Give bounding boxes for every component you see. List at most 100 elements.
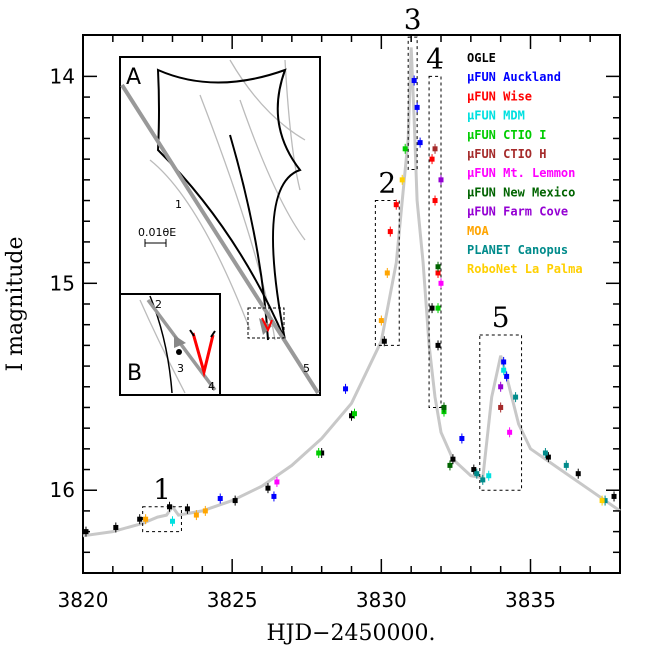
zoom-box-2 bbox=[374, 200, 400, 346]
x-tick-label-3835: 3835 bbox=[505, 588, 556, 612]
data-point-s1-6 bbox=[459, 436, 465, 441]
zoom-box-5 bbox=[479, 334, 523, 491]
inset-b-cusp-left bbox=[189, 329, 195, 337]
data-point-s0-4 bbox=[184, 506, 190, 512]
zoom-box-3 bbox=[407, 36, 418, 170]
source-track bbox=[120, 83, 320, 395]
zoom-box-label-5: 5 bbox=[492, 301, 510, 334]
inset-b-label: B bbox=[127, 361, 142, 386]
y-axis-label: I magnitude bbox=[3, 236, 28, 371]
data-point-s1-7 bbox=[501, 359, 507, 365]
legend-entry-3: μFUN Wise bbox=[467, 89, 532, 103]
data-point-s7-0 bbox=[435, 264, 441, 270]
data-point-s4-2 bbox=[402, 146, 408, 152]
data-point-s0-2 bbox=[137, 516, 143, 522]
inset-b-source-dot bbox=[176, 349, 182, 355]
data-point-s2-3 bbox=[432, 198, 438, 204]
zoom-box-label-2: 2 bbox=[378, 167, 396, 200]
y-tick-label-16: 16 bbox=[50, 478, 75, 502]
legend-entry-12: RoboNet La Palma bbox=[467, 262, 583, 276]
data-point-s0-13 bbox=[450, 456, 456, 462]
zoom-box-1 bbox=[142, 506, 182, 533]
x-axis-label: HJD−2450000. bbox=[266, 621, 435, 646]
data-point-s2-4 bbox=[435, 270, 441, 276]
data-point-s1-2 bbox=[343, 386, 349, 392]
data-point-s1-4 bbox=[414, 104, 420, 110]
data-point-s7-2 bbox=[447, 462, 453, 468]
legend-entry-7: μFUN Mt. Lemmon bbox=[467, 166, 575, 180]
data-point-s1-3 bbox=[411, 78, 417, 84]
inset-b-arrow-head bbox=[174, 335, 186, 348]
data-point-s9-3 bbox=[378, 318, 384, 324]
data-point-s0-5 bbox=[232, 498, 238, 504]
x-tick-label-3820: 3820 bbox=[58, 588, 109, 612]
inset-b: B 2 3 4 bbox=[119, 293, 221, 396]
inset-a-track-5: 5 bbox=[303, 362, 310, 375]
data-point-s10-2 bbox=[513, 394, 519, 400]
caustic-faint-5 bbox=[239, 99, 306, 241]
data-point-s2-0 bbox=[387, 229, 393, 235]
zoom-box-label-1: 1 bbox=[153, 473, 171, 506]
data-point-s5-1 bbox=[498, 404, 504, 410]
legend: OGLE μFUN Auckland μFUN Wise μFUN MDM μFUN C… bbox=[467, 51, 583, 276]
caustic-faint-1 bbox=[229, 59, 306, 141]
data-point-s0-17 bbox=[611, 493, 617, 499]
data-point-s5-0 bbox=[432, 146, 438, 152]
caustic-faint-2 bbox=[284, 59, 301, 191]
data-point-s10-1 bbox=[480, 477, 486, 483]
inset-a-red-caustic bbox=[261, 317, 273, 333]
data-point-s9-2 bbox=[202, 508, 208, 514]
data-point-s3-1 bbox=[486, 473, 492, 479]
data-point-s4-0 bbox=[316, 450, 322, 456]
legend-entry-9: μFUN Farm Cove bbox=[467, 205, 568, 219]
scale-bar-label: 0.01θE bbox=[138, 226, 176, 239]
data-point-s10-5 bbox=[602, 498, 608, 504]
data-point-s10-0 bbox=[474, 471, 480, 477]
data-point-s0-8 bbox=[349, 413, 354, 419]
data-point-s1-1 bbox=[271, 493, 277, 499]
y-tick-label-15: 15 bbox=[50, 271, 75, 295]
caustic-faint-3 bbox=[149, 159, 251, 331]
inset-b-cusp-right bbox=[210, 330, 216, 338]
x-tick-label-3825: 3825 bbox=[207, 588, 258, 612]
data-point-s0-7 bbox=[319, 450, 325, 456]
y-tick-label-14: 14 bbox=[50, 64, 75, 88]
x-tick-label-3830: 3830 bbox=[356, 588, 407, 612]
data-point-s0-15 bbox=[545, 454, 551, 460]
inset-b-caustic-gray bbox=[139, 299, 186, 394]
data-point-s0-6 bbox=[265, 485, 271, 491]
data-point-s0-9 bbox=[381, 338, 387, 344]
data-point-s2-1 bbox=[393, 202, 399, 208]
data-point-s2-2 bbox=[429, 156, 435, 162]
data-point-s11-0 bbox=[399, 177, 405, 183]
zoom-box-4 bbox=[428, 75, 442, 408]
data-point-s0-1 bbox=[113, 524, 119, 530]
legend-entry-1: OGLE bbox=[467, 51, 496, 65]
data-point-s0-3 bbox=[167, 504, 173, 510]
inset-a-zoom-box bbox=[247, 307, 285, 339]
caustic-black-outer bbox=[156, 68, 302, 341]
data-point-s6-0 bbox=[274, 479, 280, 485]
legend-entry-5: μFUN CTIO I bbox=[467, 128, 546, 142]
legend-entry-6: μFUN CTIO H bbox=[467, 147, 546, 161]
data-point-s10-3 bbox=[542, 450, 548, 456]
zoom-box-label-3: 3 bbox=[404, 3, 422, 36]
data-point-s11-1 bbox=[599, 498, 605, 504]
inset-a-track-1: 1 bbox=[175, 198, 182, 211]
legend-entry-2: μFUN Auckland bbox=[467, 70, 561, 84]
data-point-s10-4 bbox=[563, 462, 569, 468]
legend-entry-11: PLANET Canopus bbox=[467, 243, 568, 257]
data-point-s3-2 bbox=[501, 367, 507, 373]
legend-entry-4: μFUN MDM bbox=[467, 109, 525, 123]
data-point-s1-8 bbox=[504, 373, 510, 379]
data-point-s6-2 bbox=[507, 429, 513, 435]
data-point-s1-0 bbox=[217, 496, 223, 502]
legend-entry-8: μFUN New Mexico bbox=[467, 185, 575, 199]
data-point-s8-0 bbox=[438, 177, 444, 183]
data-point-s3-0 bbox=[170, 518, 175, 524]
inset-b-track-3: 3 bbox=[177, 362, 184, 375]
